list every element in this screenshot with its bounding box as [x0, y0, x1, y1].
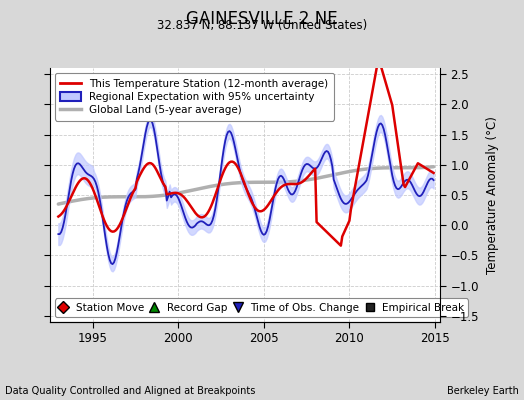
- Text: 32.837 N, 88.137 W (United States): 32.837 N, 88.137 W (United States): [157, 19, 367, 32]
- Text: Berkeley Earth: Berkeley Earth: [447, 386, 519, 396]
- Legend: Station Move, Record Gap, Time of Obs. Change, Empirical Break: Station Move, Record Gap, Time of Obs. C…: [55, 298, 468, 317]
- Text: Data Quality Controlled and Aligned at Breakpoints: Data Quality Controlled and Aligned at B…: [5, 386, 256, 396]
- Text: GAINESVILLE 2 NE: GAINESVILLE 2 NE: [186, 10, 338, 28]
- Y-axis label: Temperature Anomaly (°C): Temperature Anomaly (°C): [486, 116, 499, 274]
